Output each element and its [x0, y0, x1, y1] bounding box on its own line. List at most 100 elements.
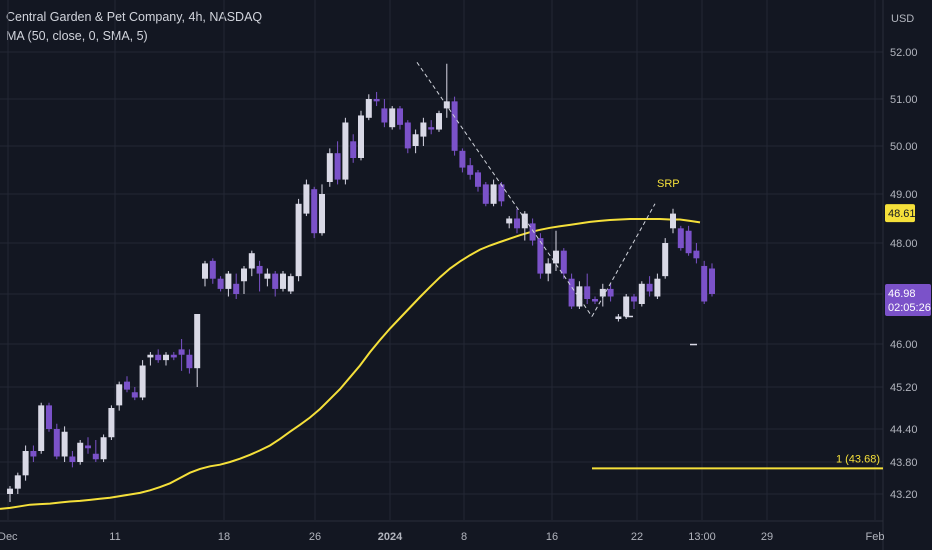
candle-body[interactable]: [553, 250, 559, 264]
candle-body[interactable]: [693, 250, 700, 259]
candle-body[interactable]: [389, 108, 396, 128]
candle-body[interactable]: [631, 296, 637, 302]
candle-body[interactable]: [92, 453, 99, 460]
candle-body[interactable]: [124, 381, 130, 390]
candle-body[interactable]: [30, 451, 37, 457]
candle-body[interactable]: [139, 365, 146, 398]
candle-body[interactable]: [467, 165, 474, 175]
candle-body[interactable]: [319, 194, 325, 234]
candle-body[interactable]: [326, 153, 333, 182]
symbol-title[interactable]: Central Garden & Pet Company, 4h, NASDAQ: [6, 10, 263, 24]
candle-body[interactable]: [529, 223, 536, 241]
candle-body[interactable]: [350, 141, 357, 158]
candle-body[interactable]: [311, 189, 318, 234]
candle-body[interactable]: [272, 273, 279, 289]
candle-body[interactable]: [38, 405, 45, 451]
candle-body[interactable]: [514, 218, 520, 229]
candle-body[interactable]: [295, 203, 302, 277]
candle-body[interactable]: [459, 150, 466, 168]
candle-body[interactable]: [420, 122, 427, 137]
candle-body[interactable]: [69, 456, 76, 463]
candle-body[interactable]: [560, 250, 567, 274]
candle-body[interactable]: [7, 488, 13, 494]
candle-body[interactable]: [709, 268, 715, 295]
candle-body[interactable]: [194, 314, 201, 369]
candle-body[interactable]: [217, 278, 224, 289]
candle-body[interactable]: [490, 184, 497, 204]
candle-body[interactable]: [498, 184, 505, 202]
candle-body[interactable]: [100, 437, 107, 460]
candle-body[interactable]: [108, 408, 115, 438]
candle-body[interactable]: [638, 283, 645, 304]
candle-body[interactable]: [85, 445, 91, 449]
candle-body[interactable]: [576, 286, 583, 307]
candle-body[interactable]: [147, 354, 154, 358]
candle-body[interactable]: [662, 243, 669, 277]
candle-body[interactable]: [170, 354, 177, 358]
candle-body[interactable]: [545, 263, 552, 274]
candle-body[interactable]: [412, 134, 419, 146]
x-tick-label: Dec: [0, 531, 18, 543]
ma-indicator-label[interactable]: MA (50, close, 0, SMA, 5): [6, 29, 148, 43]
candle-body[interactable]: [381, 108, 388, 123]
candle-body[interactable]: [178, 349, 185, 355]
candle-body[interactable]: [623, 296, 630, 317]
candle-body[interactable]: [264, 273, 271, 279]
candle-body[interactable]: [592, 299, 598, 302]
candle-body[interactable]: [163, 354, 169, 361]
candle-body[interactable]: [475, 172, 481, 187]
candle-body[interactable]: [248, 253, 255, 269]
y-tick-label: 44.40: [890, 424, 918, 436]
candle-body[interactable]: [615, 316, 622, 320]
candle-body[interactable]: [506, 218, 513, 224]
candle-body[interactable]: [241, 268, 247, 282]
candle-body[interactable]: [303, 184, 310, 214]
y-tick-label: 43.80: [890, 457, 918, 469]
candle-body[interactable]: [225, 273, 232, 289]
candle-body[interactable]: [14, 475, 21, 489]
candle-body[interactable]: [209, 260, 216, 279]
candle-body[interactable]: [685, 230, 692, 254]
candle-body[interactable]: [373, 99, 380, 102]
candle-body[interactable]: [365, 99, 372, 118]
candle-body[interactable]: [131, 392, 138, 398]
candle-body[interactable]: [584, 286, 591, 299]
candle-body[interactable]: [358, 115, 364, 158]
chart-legend: Central Garden & Pet Company, 4h, NASDAQ…: [6, 8, 262, 46]
candle-body[interactable]: [428, 127, 435, 130]
candle-body[interactable]: [537, 238, 544, 274]
x-tick-label: 8: [461, 531, 467, 543]
candle-body[interactable]: [280, 273, 286, 289]
candle-body[interactable]: [116, 384, 123, 406]
candle-body[interactable]: [670, 213, 676, 229]
candle-body[interactable]: [155, 354, 162, 361]
candle-body[interactable]: [61, 431, 68, 457]
candle-body[interactable]: [521, 213, 528, 229]
candle-body[interactable]: [677, 228, 684, 249]
moving-average-line: [0, 218, 701, 510]
srp-annotation-label: SRP: [657, 178, 680, 190]
candle-body[interactable]: [287, 276, 294, 292]
candle-body[interactable]: [436, 113, 442, 130]
candle-body[interactable]: [53, 429, 60, 457]
candle-body[interactable]: [607, 288, 614, 297]
candle-body[interactable]: [654, 278, 661, 297]
candle-body[interactable]: [77, 442, 84, 462]
candle-body[interactable]: [186, 354, 193, 369]
candle-body[interactable]: [397, 108, 403, 125]
candle-body[interactable]: [599, 288, 606, 297]
candle-body[interactable]: [233, 283, 240, 294]
candle-body[interactable]: [22, 451, 29, 476]
candle-body[interactable]: [646, 283, 653, 292]
candle-body[interactable]: [342, 122, 349, 180]
candle-body[interactable]: [404, 122, 411, 149]
candle-body[interactable]: [46, 405, 52, 429]
candle-body[interactable]: [202, 263, 208, 279]
candle-body[interactable]: [451, 101, 458, 151]
candle-body[interactable]: [482, 184, 489, 204]
candle-body[interactable]: [568, 278, 575, 307]
candle-body[interactable]: [256, 265, 263, 274]
candle-body[interactable]: [701, 265, 708, 302]
candle-body[interactable]: [334, 153, 341, 180]
